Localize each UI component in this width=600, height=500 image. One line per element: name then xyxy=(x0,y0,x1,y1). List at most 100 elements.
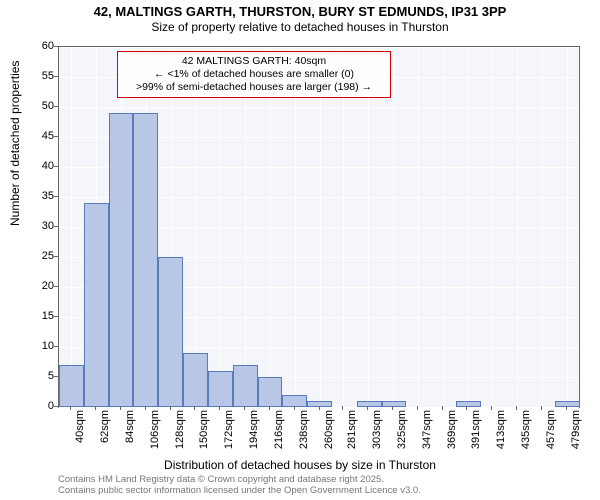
y-tick-label: 5 xyxy=(14,370,54,382)
x-tick-label: 194sqm xyxy=(248,410,260,460)
x-tick-mark xyxy=(367,406,368,410)
y-tick-mark xyxy=(54,46,58,47)
x-tick-label: 413sqm xyxy=(495,410,507,460)
gridline-v xyxy=(270,47,271,407)
y-tick-label: 30 xyxy=(14,220,54,232)
x-tick-mark xyxy=(417,406,418,410)
gridline-v xyxy=(295,47,296,407)
y-tick-mark xyxy=(54,346,58,347)
footer-attribution: Contains HM Land Registry data © Crown c… xyxy=(58,474,421,497)
chart-container: 42, MALTINGS GARTH, THURSTON, BURY ST ED… xyxy=(0,0,600,500)
histogram-bar xyxy=(84,203,109,407)
x-tick-label: 347sqm xyxy=(421,410,433,460)
histogram-bar xyxy=(282,395,307,407)
y-tick-label: 35 xyxy=(14,190,54,202)
y-tick-label: 60 xyxy=(14,40,54,52)
footer-line-1: Contains HM Land Registry data © Crown c… xyxy=(58,474,421,485)
x-tick-mark xyxy=(145,406,146,410)
x-tick-mark xyxy=(70,406,71,410)
y-tick-label: 20 xyxy=(14,280,54,292)
x-tick-label: 40sqm xyxy=(74,410,86,460)
x-tick-mark xyxy=(170,406,171,410)
gridline-v xyxy=(220,47,221,407)
x-tick-mark xyxy=(319,406,320,410)
gridline-v xyxy=(492,47,493,407)
x-tick-label: 216sqm xyxy=(273,410,285,460)
gridline-v xyxy=(245,47,246,407)
y-tick-label: 50 xyxy=(14,100,54,112)
x-tick-mark xyxy=(120,406,121,410)
y-tick-label: 0 xyxy=(14,400,54,412)
x-tick-mark xyxy=(516,406,517,410)
y-tick-label: 15 xyxy=(14,310,54,322)
gridline-v xyxy=(71,47,72,407)
histogram-bar xyxy=(357,401,382,407)
histogram-bar xyxy=(456,401,481,407)
x-tick-mark xyxy=(269,406,270,410)
x-tick-mark xyxy=(442,406,443,410)
y-tick-mark xyxy=(54,286,58,287)
gridline-v xyxy=(343,47,344,407)
histogram-bar xyxy=(258,377,283,407)
x-tick-label: 84sqm xyxy=(124,410,136,460)
y-tick-label: 45 xyxy=(14,130,54,142)
annotation-box: 42 MALTINGS GARTH: 40sqm← <1% of detache… xyxy=(117,51,391,98)
y-tick-label: 40 xyxy=(14,160,54,172)
gridline-v xyxy=(467,47,468,407)
histogram-bar xyxy=(208,371,233,407)
plot-area: 42 MALTINGS GARTH: 40sqm← <1% of detache… xyxy=(58,46,580,408)
annotation-line: ← <1% of detached houses are smaller (0) xyxy=(124,68,384,81)
footer-line-2: Contains public sector information licen… xyxy=(58,485,421,496)
x-tick-label: 150sqm xyxy=(198,410,210,460)
x-tick-label: 479sqm xyxy=(570,410,582,460)
x-axis-label: Distribution of detached houses by size … xyxy=(0,458,600,472)
x-tick-mark xyxy=(342,406,343,410)
gridline-v xyxy=(542,47,543,407)
x-tick-mark xyxy=(491,406,492,410)
y-tick-mark xyxy=(54,196,58,197)
y-tick-mark xyxy=(54,256,58,257)
x-tick-mark xyxy=(95,406,96,410)
gridline-v xyxy=(517,47,518,407)
x-tick-mark xyxy=(466,406,467,410)
histogram-bar xyxy=(382,401,407,407)
histogram-bar xyxy=(183,353,208,407)
y-tick-label: 10 xyxy=(14,340,54,352)
x-tick-label: 128sqm xyxy=(174,410,186,460)
x-tick-label: 457sqm xyxy=(545,410,557,460)
x-tick-mark xyxy=(541,406,542,410)
chart-subtitle: Size of property relative to detached ho… xyxy=(0,20,600,34)
annotation-line: >99% of semi-detached houses are larger … xyxy=(124,81,384,94)
histogram-bar xyxy=(233,365,258,407)
y-tick-mark xyxy=(54,406,58,407)
x-tick-mark xyxy=(244,406,245,410)
gridline-v xyxy=(368,47,369,407)
x-tick-label: 106sqm xyxy=(149,410,161,460)
histogram-bar xyxy=(133,113,158,407)
x-tick-label: 238sqm xyxy=(298,410,310,460)
x-tick-mark xyxy=(392,406,393,410)
histogram-bar xyxy=(158,257,183,407)
y-tick-mark xyxy=(54,136,58,137)
x-tick-label: 62sqm xyxy=(99,410,111,460)
gridline-v xyxy=(418,47,419,407)
y-tick-label: 25 xyxy=(14,250,54,262)
y-tick-mark xyxy=(54,226,58,227)
x-tick-label: 281sqm xyxy=(346,410,358,460)
x-tick-mark xyxy=(194,406,195,410)
x-tick-label: 172sqm xyxy=(223,410,235,460)
y-tick-mark xyxy=(54,316,58,317)
gridline-v xyxy=(567,47,568,407)
x-tick-label: 391sqm xyxy=(470,410,482,460)
x-tick-mark xyxy=(294,406,295,410)
x-tick-mark xyxy=(219,406,220,410)
gridline-v xyxy=(443,47,444,407)
y-tick-mark xyxy=(54,106,58,107)
annotation-line: 42 MALTINGS GARTH: 40sqm xyxy=(124,55,384,68)
histogram-bar xyxy=(109,113,134,407)
x-tick-label: 260sqm xyxy=(323,410,335,460)
x-tick-label: 303sqm xyxy=(371,410,383,460)
x-tick-label: 435sqm xyxy=(520,410,532,460)
y-tick-mark xyxy=(54,76,58,77)
gridline-v xyxy=(320,47,321,407)
